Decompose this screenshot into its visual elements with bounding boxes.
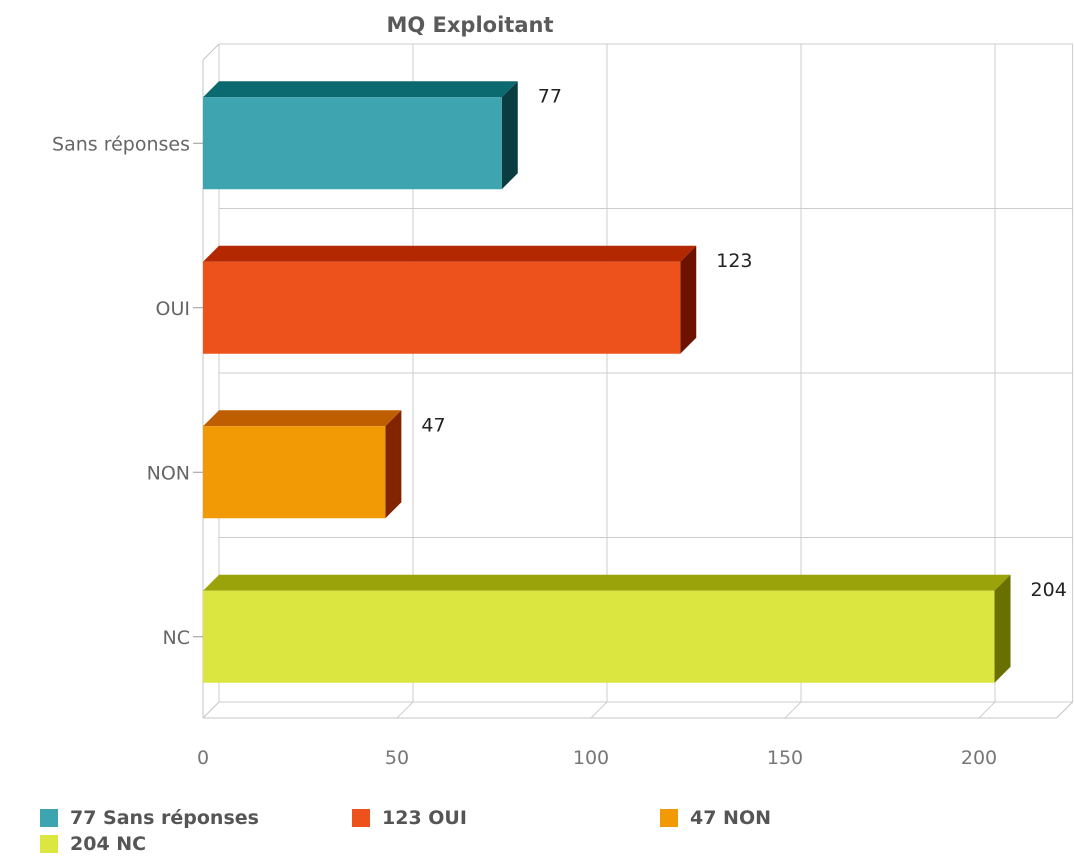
legend-swatch bbox=[40, 809, 58, 827]
legend-item-non[interactable]: 47 NON bbox=[660, 806, 771, 830]
bar-side-face bbox=[501, 81, 518, 190]
bar-top-face bbox=[203, 574, 1011, 591]
data-label: 123 bbox=[716, 250, 752, 272]
bar-top-face bbox=[203, 410, 402, 427]
bar-front-face bbox=[203, 97, 502, 190]
bar bbox=[203, 410, 402, 519]
bars bbox=[203, 81, 1011, 683]
x-tick-label: 150 bbox=[767, 747, 803, 769]
bar-chart: MQ Exploitant 0 50 100 150 200 Sans réponses 7… bbox=[52, 13, 1074, 769]
bar-front-face bbox=[203, 426, 386, 519]
floor-gridline bbox=[396, 701, 414, 719]
labels: 0 50 100 150 200 Sans réponses 77 OUI 123 NON 47 NC… bbox=[52, 85, 1067, 769]
legend-item-sans-reponses[interactable]: 77 Sans réponses bbox=[40, 806, 259, 830]
legend-label: 123 OUI bbox=[382, 807, 467, 829]
category-label: NC bbox=[163, 627, 190, 649]
x-tick-label: 50 bbox=[385, 747, 409, 769]
bar-top-face bbox=[203, 81, 518, 98]
floor-right-edge bbox=[1056, 701, 1073, 719]
data-label: 204 bbox=[1031, 579, 1067, 601]
legend-item-nc[interactable]: 204 NC bbox=[40, 832, 146, 856]
bar-top-face bbox=[203, 245, 697, 262]
legend-swatch bbox=[352, 809, 370, 827]
category-label: OUI bbox=[156, 298, 190, 320]
bar-front-face bbox=[203, 261, 681, 354]
bar bbox=[203, 81, 518, 190]
x-tick-label: 0 bbox=[197, 747, 209, 769]
bar-side-face bbox=[385, 410, 402, 519]
bar bbox=[203, 245, 697, 354]
legend-swatch bbox=[40, 835, 58, 853]
legend-label: 77 Sans réponses bbox=[70, 807, 259, 829]
data-label: 77 bbox=[538, 85, 562, 107]
bar-side-face bbox=[994, 574, 1011, 683]
legend-swatch bbox=[660, 809, 678, 827]
legend: 77 Sans réponses 123 OUI 47 NON 204 NC bbox=[40, 806, 1040, 856]
category-label: NON bbox=[147, 462, 190, 484]
bar bbox=[203, 574, 1011, 683]
x-tick-label: 100 bbox=[573, 747, 609, 769]
category-label: Sans réponses bbox=[52, 133, 190, 155]
floor-gridline bbox=[202, 701, 220, 719]
left-wall-top-edge bbox=[202, 43, 220, 61]
chart-title: MQ Exploitant bbox=[386, 13, 553, 37]
legend-label: 47 NON bbox=[690, 807, 772, 829]
bar-front-face bbox=[203, 590, 995, 683]
floor-gridline bbox=[784, 701, 802, 719]
floor-gridline bbox=[978, 701, 996, 719]
legend-item-oui[interactable]: 123 OUI bbox=[352, 806, 467, 830]
legend-label: 204 NC bbox=[70, 833, 147, 855]
data-label: 47 bbox=[421, 414, 445, 436]
bar-side-face bbox=[680, 245, 697, 354]
floor-gridline bbox=[590, 701, 608, 719]
x-tick-label: 200 bbox=[961, 747, 997, 769]
